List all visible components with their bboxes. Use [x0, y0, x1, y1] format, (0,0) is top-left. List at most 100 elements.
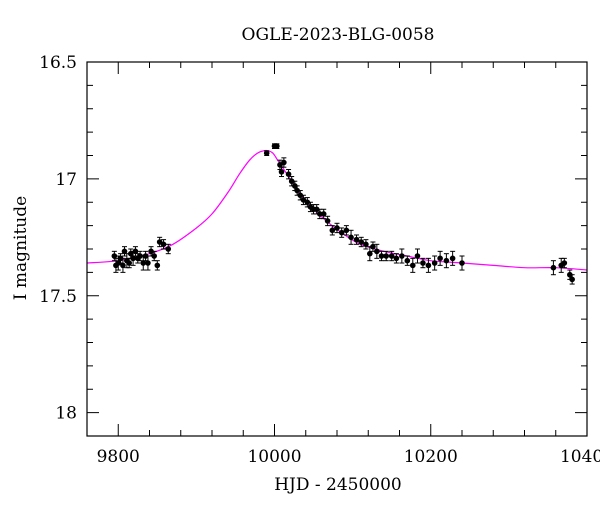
- data-marker: [278, 169, 285, 175]
- data-marker: [297, 192, 304, 199]
- data-marker: [353, 236, 360, 243]
- data-marker: [348, 234, 354, 241]
- data-point: [294, 185, 300, 196]
- x-tick-label: 10400: [560, 447, 600, 467]
- data-marker: [425, 262, 432, 269]
- data-point: [449, 250, 456, 266]
- data-points: [111, 143, 575, 285]
- data-marker: [393, 255, 400, 262]
- data-marker: [569, 276, 575, 283]
- data-marker: [274, 143, 280, 149]
- y-tick-label: 16.5: [39, 53, 77, 73]
- chart-title: OGLE-2023-BLG-0058: [242, 25, 435, 45]
- data-point: [348, 229, 354, 245]
- data-point: [414, 248, 421, 264]
- x-axis-ticks: 9800 10000 10200 10400: [86, 62, 600, 467]
- data-marker: [367, 250, 373, 257]
- x-tick-label: 10200: [404, 447, 458, 467]
- data-point: [320, 208, 327, 220]
- data-marker: [374, 248, 380, 255]
- data-point: [374, 243, 380, 259]
- data-marker: [459, 260, 465, 266]
- data-marker: [140, 260, 147, 266]
- data-point: [148, 246, 154, 257]
- data-marker: [404, 257, 411, 264]
- data-marker: [111, 253, 118, 259]
- data-marker: [320, 211, 327, 217]
- data-point: [165, 243, 172, 255]
- data-point: [120, 257, 126, 273]
- data-point: [420, 257, 426, 269]
- data-marker: [127, 250, 134, 257]
- x-tick-label: 9800: [97, 447, 140, 467]
- y-tick-label: 18: [55, 404, 77, 424]
- data-point: [561, 257, 568, 269]
- data-point: [378, 250, 385, 262]
- data-point: [313, 204, 320, 215]
- data-marker: [449, 255, 456, 262]
- data-point: [111, 250, 118, 262]
- data-marker: [383, 253, 390, 259]
- x-tick-label: 10000: [247, 447, 301, 467]
- data-point: [404, 255, 411, 266]
- data-marker: [378, 253, 385, 259]
- y-tick-label: 17: [55, 170, 77, 190]
- data-point: [285, 169, 292, 180]
- data-marker: [370, 243, 376, 250]
- data-marker: [121, 248, 128, 255]
- data-marker: [294, 187, 300, 194]
- data-point: [383, 250, 390, 262]
- data-marker: [363, 241, 369, 248]
- data-point: [363, 239, 369, 250]
- data-marker: [443, 257, 450, 264]
- data-marker: [165, 246, 172, 252]
- data-marker: [285, 171, 292, 177]
- data-point: [409, 257, 416, 273]
- y-axis-ticks: 16.5 17 17.5 18: [39, 53, 587, 437]
- data-marker: [324, 218, 331, 224]
- data-marker: [561, 260, 568, 266]
- data-point: [425, 257, 432, 273]
- data-point: [393, 253, 400, 264]
- data-marker: [313, 206, 320, 213]
- data-point: [399, 248, 405, 264]
- data-point: [338, 227, 345, 238]
- data-point: [353, 234, 360, 245]
- data-point: [274, 143, 280, 149]
- data-marker: [343, 227, 350, 234]
- data-marker: [288, 178, 295, 185]
- data-marker: [120, 262, 126, 269]
- data-marker: [358, 239, 365, 245]
- data-marker: [414, 253, 421, 259]
- data-point: [358, 236, 365, 248]
- data-point: [151, 250, 157, 262]
- data-marker: [388, 253, 395, 259]
- data-marker: [399, 253, 405, 259]
- data-marker: [431, 260, 438, 266]
- model-curve: [86, 149, 588, 271]
- data-marker: [334, 225, 340, 231]
- data-point: [334, 222, 340, 234]
- data-point: [437, 250, 443, 266]
- data-point: [329, 225, 336, 236]
- x-axis-label: HJD - 2450000: [274, 475, 402, 495]
- plot-frame: [86, 61, 588, 437]
- data-point: [343, 225, 350, 236]
- data-marker: [126, 260, 132, 266]
- y-tick-label: 17.5: [39, 287, 77, 307]
- data-marker: [338, 229, 345, 236]
- data-point: [459, 255, 465, 271]
- data-marker: [154, 262, 161, 269]
- data-point: [121, 246, 128, 257]
- data-marker: [263, 150, 270, 156]
- data-point: [154, 260, 161, 271]
- data-marker: [137, 253, 143, 259]
- data-marker: [130, 255, 136, 262]
- data-marker: [317, 211, 323, 217]
- data-point: [569, 274, 575, 285]
- data-marker: [160, 241, 167, 248]
- data-marker: [145, 260, 151, 266]
- data-point: [281, 157, 287, 168]
- data-marker: [420, 260, 426, 266]
